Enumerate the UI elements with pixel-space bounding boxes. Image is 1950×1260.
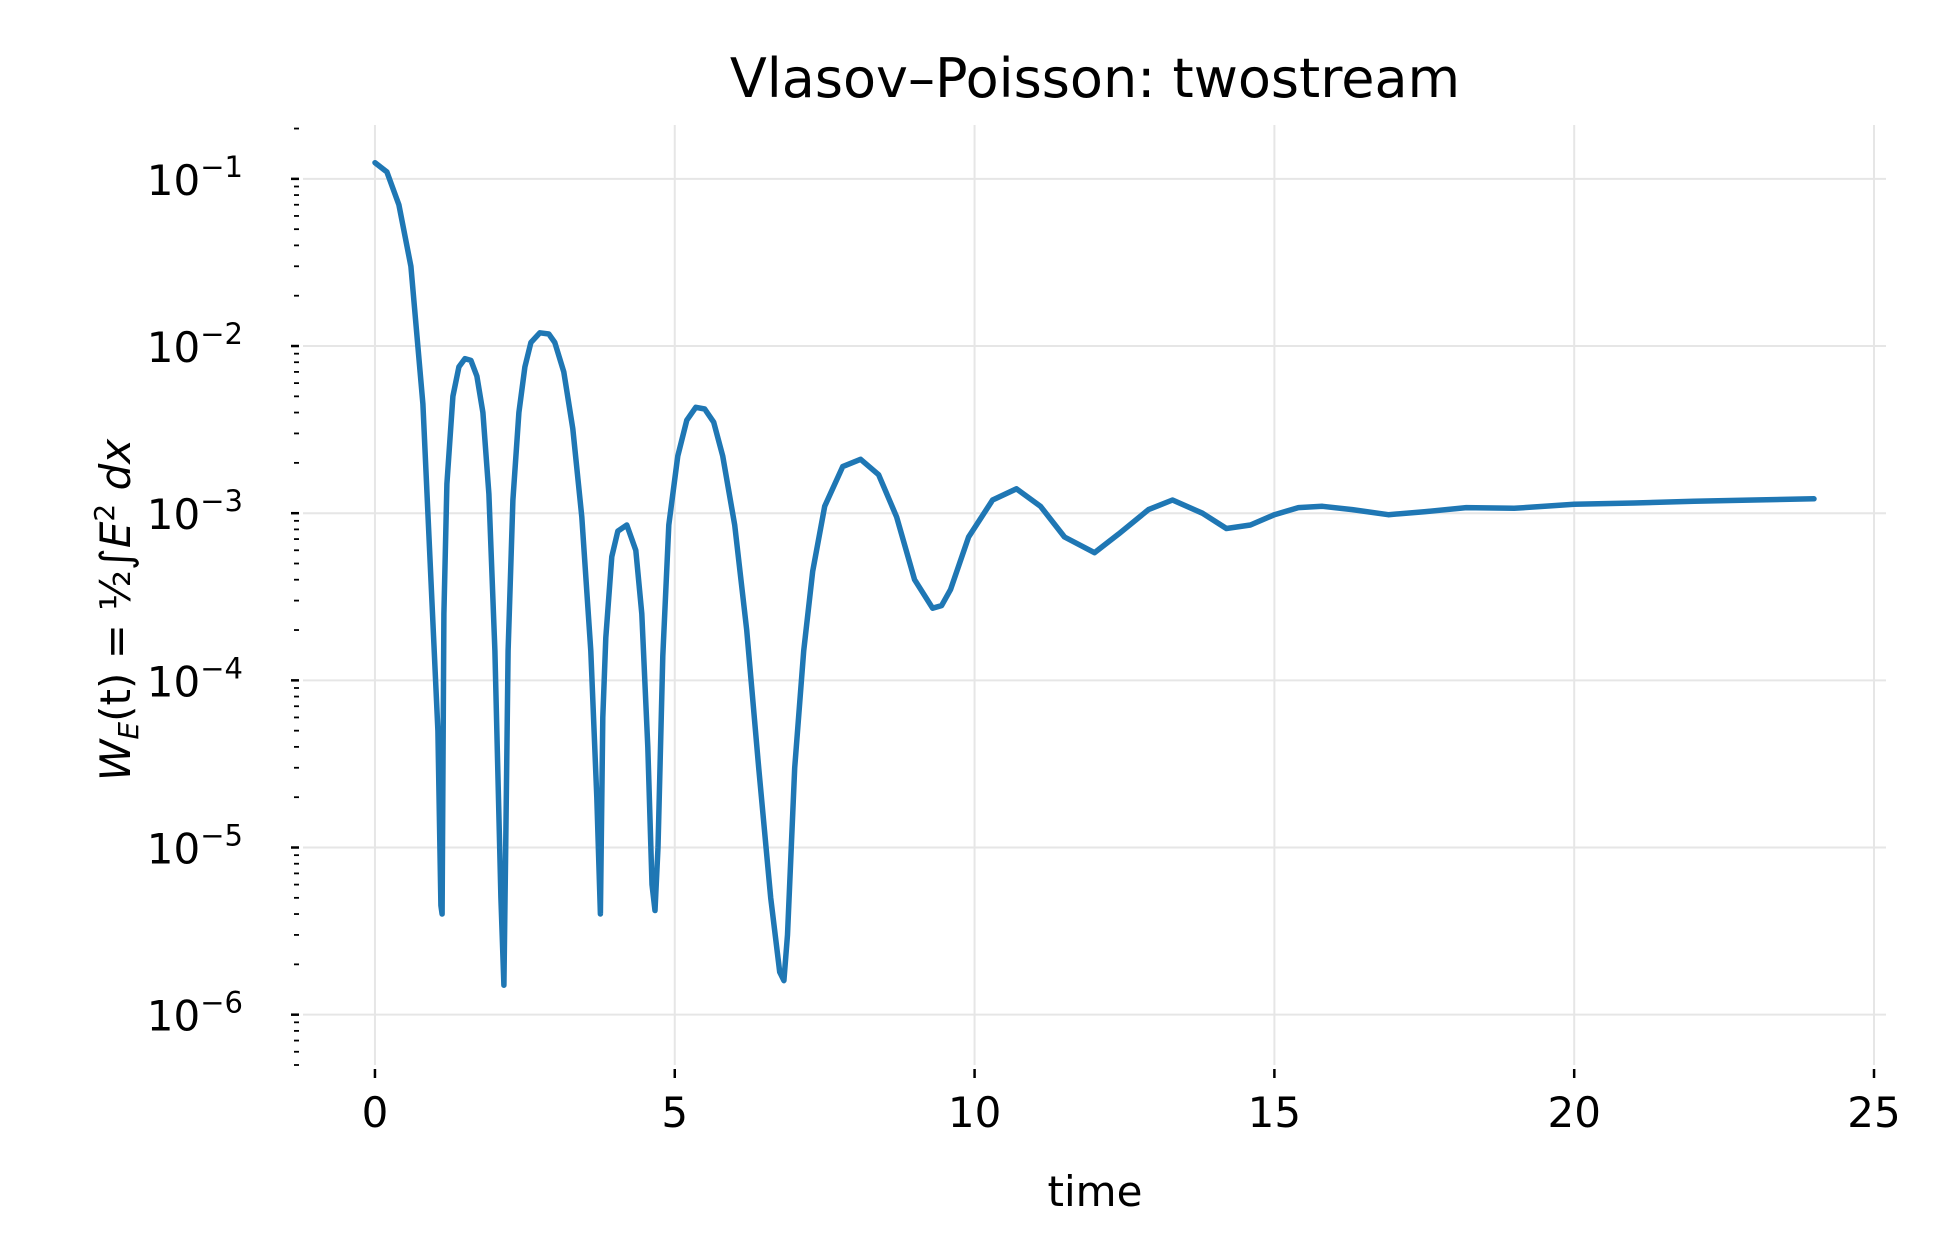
y-tick-label: 10−5	[147, 819, 243, 874]
y-tick-label: 10−1	[147, 150, 243, 205]
y-tick-label: 10−6	[147, 986, 243, 1041]
x-tick-labels: 0 5 10 15 20 25	[362, 1088, 1901, 1137]
y-tick-label: 10−2	[147, 317, 243, 372]
series-line-0	[372, 159, 1817, 988]
y-tick-exponent: −2	[200, 317, 243, 351]
x-tick-label: 5	[661, 1088, 688, 1137]
y-tick-exponent: −1	[200, 150, 243, 184]
chart-title: Vlasov–Poisson: twostream	[730, 47, 1460, 110]
x-tick-label: 20	[1547, 1088, 1600, 1137]
x-tick-label: 10	[948, 1088, 1001, 1137]
y-tick-labels: 10−110−210−310−410−510−6	[147, 150, 243, 1041]
axis-ticks	[291, 127, 1876, 1078]
y-tick-base: 10	[147, 992, 200, 1041]
y-tick-exponent: −3	[200, 484, 243, 518]
y-tick-base: 10	[147, 825, 200, 874]
x-tick-label: 0	[362, 1088, 389, 1137]
y-tick-base: 10	[147, 657, 200, 706]
y-tick-base: 10	[147, 156, 200, 205]
series-layer	[372, 159, 1817, 988]
y-tick-base: 10	[147, 323, 200, 372]
y-tick-exponent: −6	[200, 986, 243, 1020]
y-axis-label: WE(t) = ½∫E2 dx	[88, 438, 145, 781]
y-tick-base: 10	[147, 490, 200, 539]
x-axis-label: time	[1048, 1167, 1143, 1216]
y-tick-label: 10−3	[147, 484, 243, 539]
y-tick-exponent: −4	[200, 651, 243, 685]
x-tick-label: 25	[1847, 1088, 1900, 1137]
grid	[303, 125, 1886, 1065]
y-tick-label: 10−4	[147, 651, 243, 706]
y-tick-exponent: −5	[200, 819, 243, 853]
x-tick-label: 15	[1248, 1088, 1301, 1137]
